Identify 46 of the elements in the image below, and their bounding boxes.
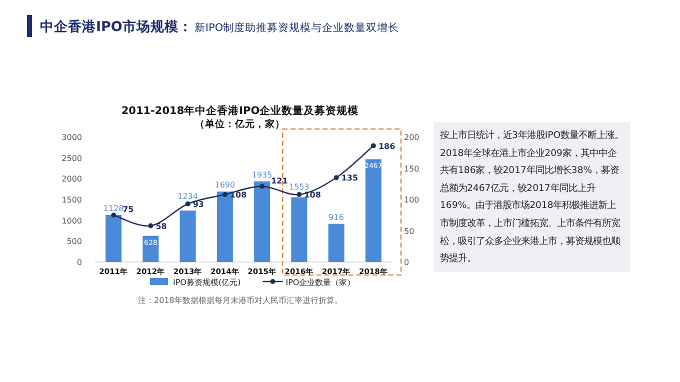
y2-tick-label: 50 — [404, 226, 414, 236]
y2-tick-label: 200 — [404, 133, 420, 142]
legend-label: IPO企业数量（家） — [286, 278, 356, 287]
text: 新IPO制度助推募资规模与企业数量双增长 — [194, 21, 400, 34]
point — [260, 184, 265, 189]
y2-tick-label: 150 — [404, 164, 420, 174]
y-tick-label: 2500 — [62, 154, 82, 163]
point — [222, 192, 228, 197]
bar — [254, 181, 270, 262]
legend-label: IPO募资规模(亿元) — [173, 278, 241, 287]
y-tick-label: 1500 — [62, 196, 82, 204]
data-label: 75 — [122, 205, 134, 214]
data-label: 186 — [378, 142, 396, 151]
y-tick-label: 1000 — [62, 216, 82, 226]
y2-tick-label: 0 — [404, 258, 410, 267]
chart-title: 2011-2018年中企香港IPO企业数量及募资规模 — [121, 104, 359, 117]
y-tick-label: 3000 — [62, 133, 82, 142]
data-label: 1234 — [178, 192, 198, 201]
point — [296, 192, 302, 197]
data-label: 93 — [192, 200, 204, 209]
bar — [365, 159, 382, 262]
point — [185, 201, 190, 206]
text: 注：2018年数据根据每月末港币对人民币汇率进行折算。 — [138, 296, 342, 305]
text: 中企香港IPO市场规模： — [40, 18, 192, 35]
data-label: 1553 — [289, 182, 310, 192]
data-label: 121 — [271, 176, 288, 186]
point — [370, 143, 376, 148]
data-label: 1128 — [103, 204, 124, 213]
y2-tick-label: 100 — [404, 196, 420, 204]
y-tick-label: 500 — [66, 237, 82, 246]
bar — [328, 224, 344, 262]
y-tick-label: 0 — [76, 258, 82, 267]
text: 按上市日统计，近3年港股IPO数量不断上涨。2018年全球在港上市企业209家，其中中企共有186家，较2017年同比增长38%，募资总额为2467亿元，较2017年同比上升169%。由于港股市场2018年积极推进新上市制度改革，上市门槛拓宽、上市条件有所宽松，吸引了众多企业来港上市，募资规模也顺势提升。 — [434, 122, 630, 272]
data-label: 1690 — [214, 180, 236, 190]
bar — [180, 210, 196, 262]
data-label: 916 — [328, 212, 344, 222]
y-tick-label: 2000 — [62, 174, 82, 184]
data-label: 135 — [341, 174, 358, 183]
point — [111, 212, 116, 218]
bar — [106, 215, 122, 262]
point — [148, 223, 154, 228]
bar — [291, 197, 308, 262]
chart-subtitle: （单位：亿元，家） — [195, 118, 285, 130]
point — [334, 175, 339, 180]
data-label: 108 — [304, 190, 322, 200]
data-label: 1935 — [252, 170, 272, 180]
